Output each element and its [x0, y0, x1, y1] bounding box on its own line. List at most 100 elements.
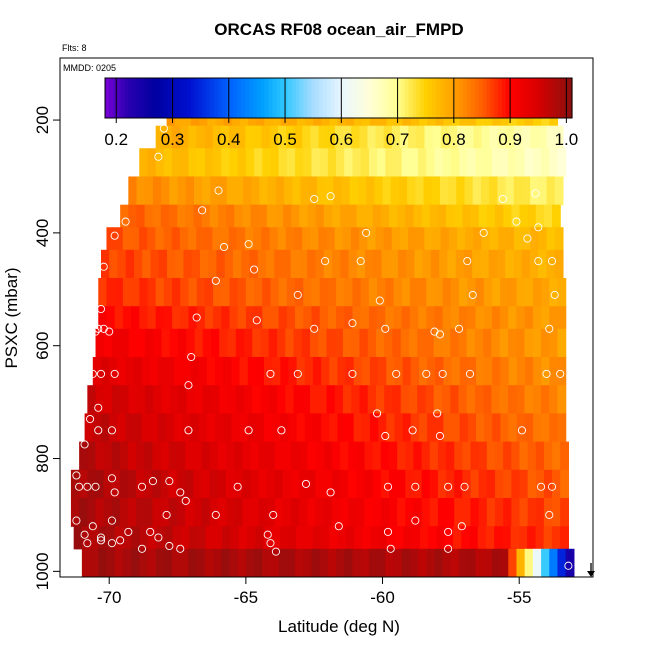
heatmap-cell [480, 249, 490, 279]
heatmap-cell [475, 413, 485, 443]
heatmap-cell [254, 148, 263, 178]
heatmap-cell [356, 441, 366, 471]
heatmap-cell [557, 356, 567, 386]
heatmap-cell [230, 526, 240, 550]
heatmap-cell [228, 125, 238, 149]
heatmap-cell [475, 356, 485, 386]
heatmap-cell [450, 548, 460, 577]
heatmap-cell [264, 356, 273, 386]
heatmap-cell [535, 526, 545, 550]
heatmap-cell [189, 526, 198, 550]
heatmap-cell [279, 526, 289, 550]
heatmap-cell [95, 469, 105, 499]
observation-point [137, 482, 147, 491]
colorbar-swatch [132, 78, 137, 118]
heatmap-cell [356, 469, 366, 499]
heatmap-cell [79, 441, 88, 471]
heatmap-cell [106, 227, 116, 251]
observation-point [94, 426, 103, 435]
heatmap-cell [414, 249, 424, 279]
y-axis: 200 400 600 800 1000 [33, 106, 60, 590]
heatmap-cell [484, 356, 493, 386]
heatmap-cell [153, 385, 163, 415]
colorbar-swatch [330, 78, 336, 118]
heatmap-cell [415, 176, 425, 206]
heatmap-cell [380, 204, 390, 228]
heatmap-cell [434, 548, 444, 577]
heatmap-cell [318, 125, 328, 149]
heatmap-cell [185, 498, 194, 527]
heatmap-cell [458, 328, 468, 358]
heatmap-cell [401, 278, 411, 307]
observation-point [137, 544, 147, 553]
heatmap-cell [417, 328, 427, 358]
heatmap-cell [473, 125, 483, 149]
colorbar-swatch [540, 78, 546, 118]
observation-point [408, 426, 417, 435]
heatmap-cell [204, 148, 214, 178]
colorbar-swatch [486, 78, 491, 118]
heatmap-cell [357, 176, 367, 206]
heatmap-cell [229, 278, 239, 307]
heatmap-cell [291, 204, 301, 228]
heatmap-cell [87, 385, 97, 415]
heatmap-cell [364, 441, 374, 471]
heatmap-cell [465, 227, 474, 251]
heatmap-cell [114, 548, 124, 577]
heatmap-cell [285, 328, 295, 358]
colorbar-swatch [521, 78, 526, 118]
heatmap-cell [419, 526, 429, 550]
heatmap-cell [128, 204, 138, 228]
heatmap-cell [336, 278, 345, 307]
colorbar-swatch [202, 78, 207, 118]
heatmap-cell [331, 441, 341, 471]
heatmap-cell [407, 176, 416, 206]
heatmap-cell [549, 548, 559, 577]
heatmap-cell [470, 469, 480, 499]
heatmap-cell [511, 498, 521, 527]
observation-point [383, 527, 393, 536]
heatmap-cell [459, 306, 468, 330]
heatmap-cell [472, 249, 482, 279]
heatmap-cell [136, 441, 145, 471]
heatmap-cell [421, 204, 431, 228]
colorbar-swatch [225, 78, 231, 118]
heatmap-cell [202, 328, 212, 358]
heatmap-cell [309, 328, 319, 358]
x-axis-label: Latitude (deg N) [278, 617, 400, 636]
heatmap-cell [128, 469, 137, 499]
heatmap-cell [168, 498, 178, 527]
heatmap-cell [139, 306, 149, 330]
heatmap-cell [500, 356, 510, 386]
heatmap-cell [403, 526, 413, 550]
heatmap-cell [474, 385, 484, 415]
heatmap-cell [278, 148, 288, 178]
heatmap-cell [323, 498, 333, 527]
heatmap-cell [295, 278, 304, 307]
heatmap-cell [541, 306, 550, 330]
heatmap-cell [541, 278, 550, 307]
heatmap-cell [527, 526, 537, 550]
heatmap-cell [519, 204, 529, 228]
heatmap-cell [245, 306, 255, 330]
heatmap-cell [190, 356, 200, 386]
heatmap-cell [139, 526, 149, 550]
heatmap-cell [405, 204, 415, 228]
heatmap-cell [221, 548, 231, 577]
heatmap-cell [393, 148, 403, 178]
observation-point [334, 522, 343, 531]
heatmap-cell [163, 125, 173, 149]
heatmap-cell [119, 498, 129, 527]
colorbar-swatch [299, 78, 305, 118]
heatmap-cell [437, 204, 447, 228]
heatmap-cell [254, 306, 263, 330]
heatmap-cell [480, 176, 490, 206]
heatmap-cell [204, 278, 214, 307]
heatmap-cell [527, 469, 537, 499]
heatmap-cell [226, 176, 236, 206]
heatmap-cell [262, 278, 272, 307]
heatmap-cell [503, 498, 512, 527]
observation-point [88, 522, 97, 531]
heatmap-cell [437, 469, 447, 499]
heatmap-cell [540, 328, 550, 358]
